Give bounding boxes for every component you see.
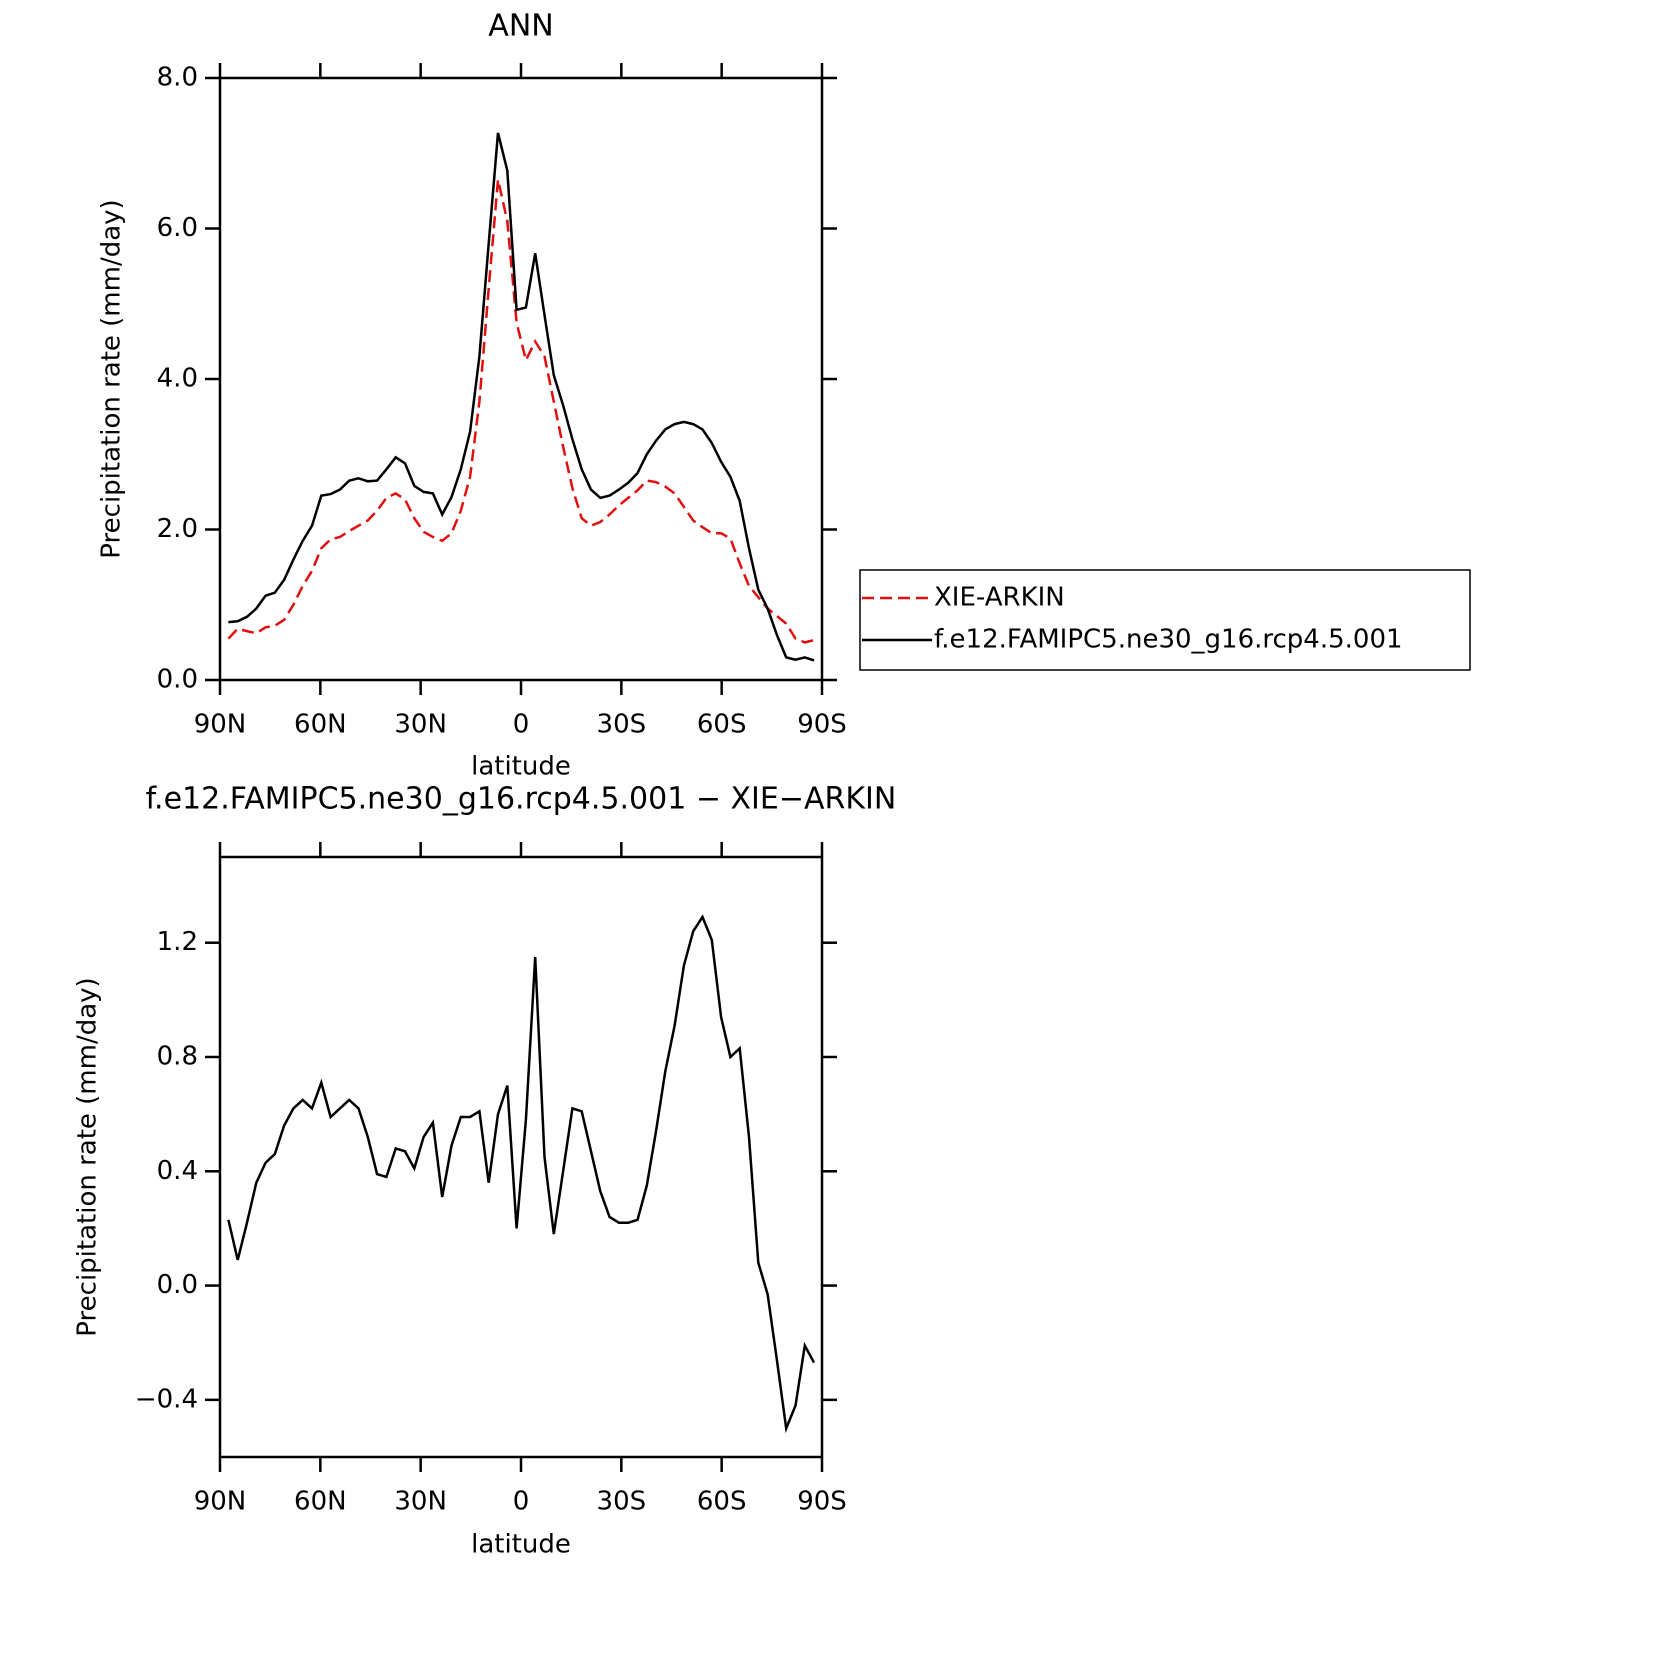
y-tick-label: 0.8	[157, 1042, 198, 1072]
x-tick-label: 30N	[394, 1487, 447, 1517]
legend-label: f.e12.FAMIPC5.ne30_g16.rcp4.5.001	[934, 625, 1403, 655]
x-tick-label: 60S	[697, 1487, 747, 1517]
x-tick-label: 60S	[697, 710, 747, 740]
chart-title: f.e12.FAMIPC5.ne30_g16.rcp4.5.001 − XIE−…	[146, 782, 897, 817]
x-tick-label: 30S	[597, 710, 647, 740]
data-line	[227, 914, 816, 1434]
y-tick-label: 0.4	[157, 1156, 198, 1186]
y-tick-label: 2.0	[157, 514, 198, 544]
legend-label: XIE-ARKIN	[934, 583, 1065, 613]
x-tick-label: 30N	[394, 710, 447, 740]
y-axis-label: Precipitation rate (mm/day)	[73, 977, 103, 1336]
y-tick-label: 6.0	[157, 213, 198, 243]
x-tick-label: 90N	[194, 1487, 247, 1517]
chart-title: ANN	[488, 9, 553, 44]
x-tick-label: 30S	[597, 1487, 647, 1517]
y-tick-label: −0.4	[135, 1384, 198, 1414]
x-tick-label: 60N	[294, 710, 347, 740]
x-tick-label: 60N	[294, 1487, 347, 1517]
y-tick-label: 0.0	[157, 1270, 198, 1300]
legend-box	[859, 569, 1471, 671]
y-tick-label: 1.2	[157, 927, 198, 957]
x-tick-label: 90N	[194, 710, 247, 740]
plot-frame	[218, 76, 824, 682]
y-tick-label: 4.0	[157, 364, 198, 394]
data-line	[228, 132, 815, 662]
y-axis-label: Precipitation rate (mm/day)	[97, 199, 127, 558]
x-axis-label: latitude	[471, 752, 571, 782]
x-tick-label: 90S	[797, 710, 847, 740]
x-tick-label: 0	[513, 1487, 530, 1517]
x-tick-label: 0	[513, 710, 530, 740]
plot-frame	[218, 855, 824, 1459]
data-line	[227, 179, 815, 644]
y-tick-label: 0.0	[157, 665, 198, 695]
y-tick-label: 8.0	[157, 63, 198, 93]
x-tick-label: 90S	[797, 1487, 847, 1517]
x-axis-label: latitude	[471, 1530, 571, 1560]
